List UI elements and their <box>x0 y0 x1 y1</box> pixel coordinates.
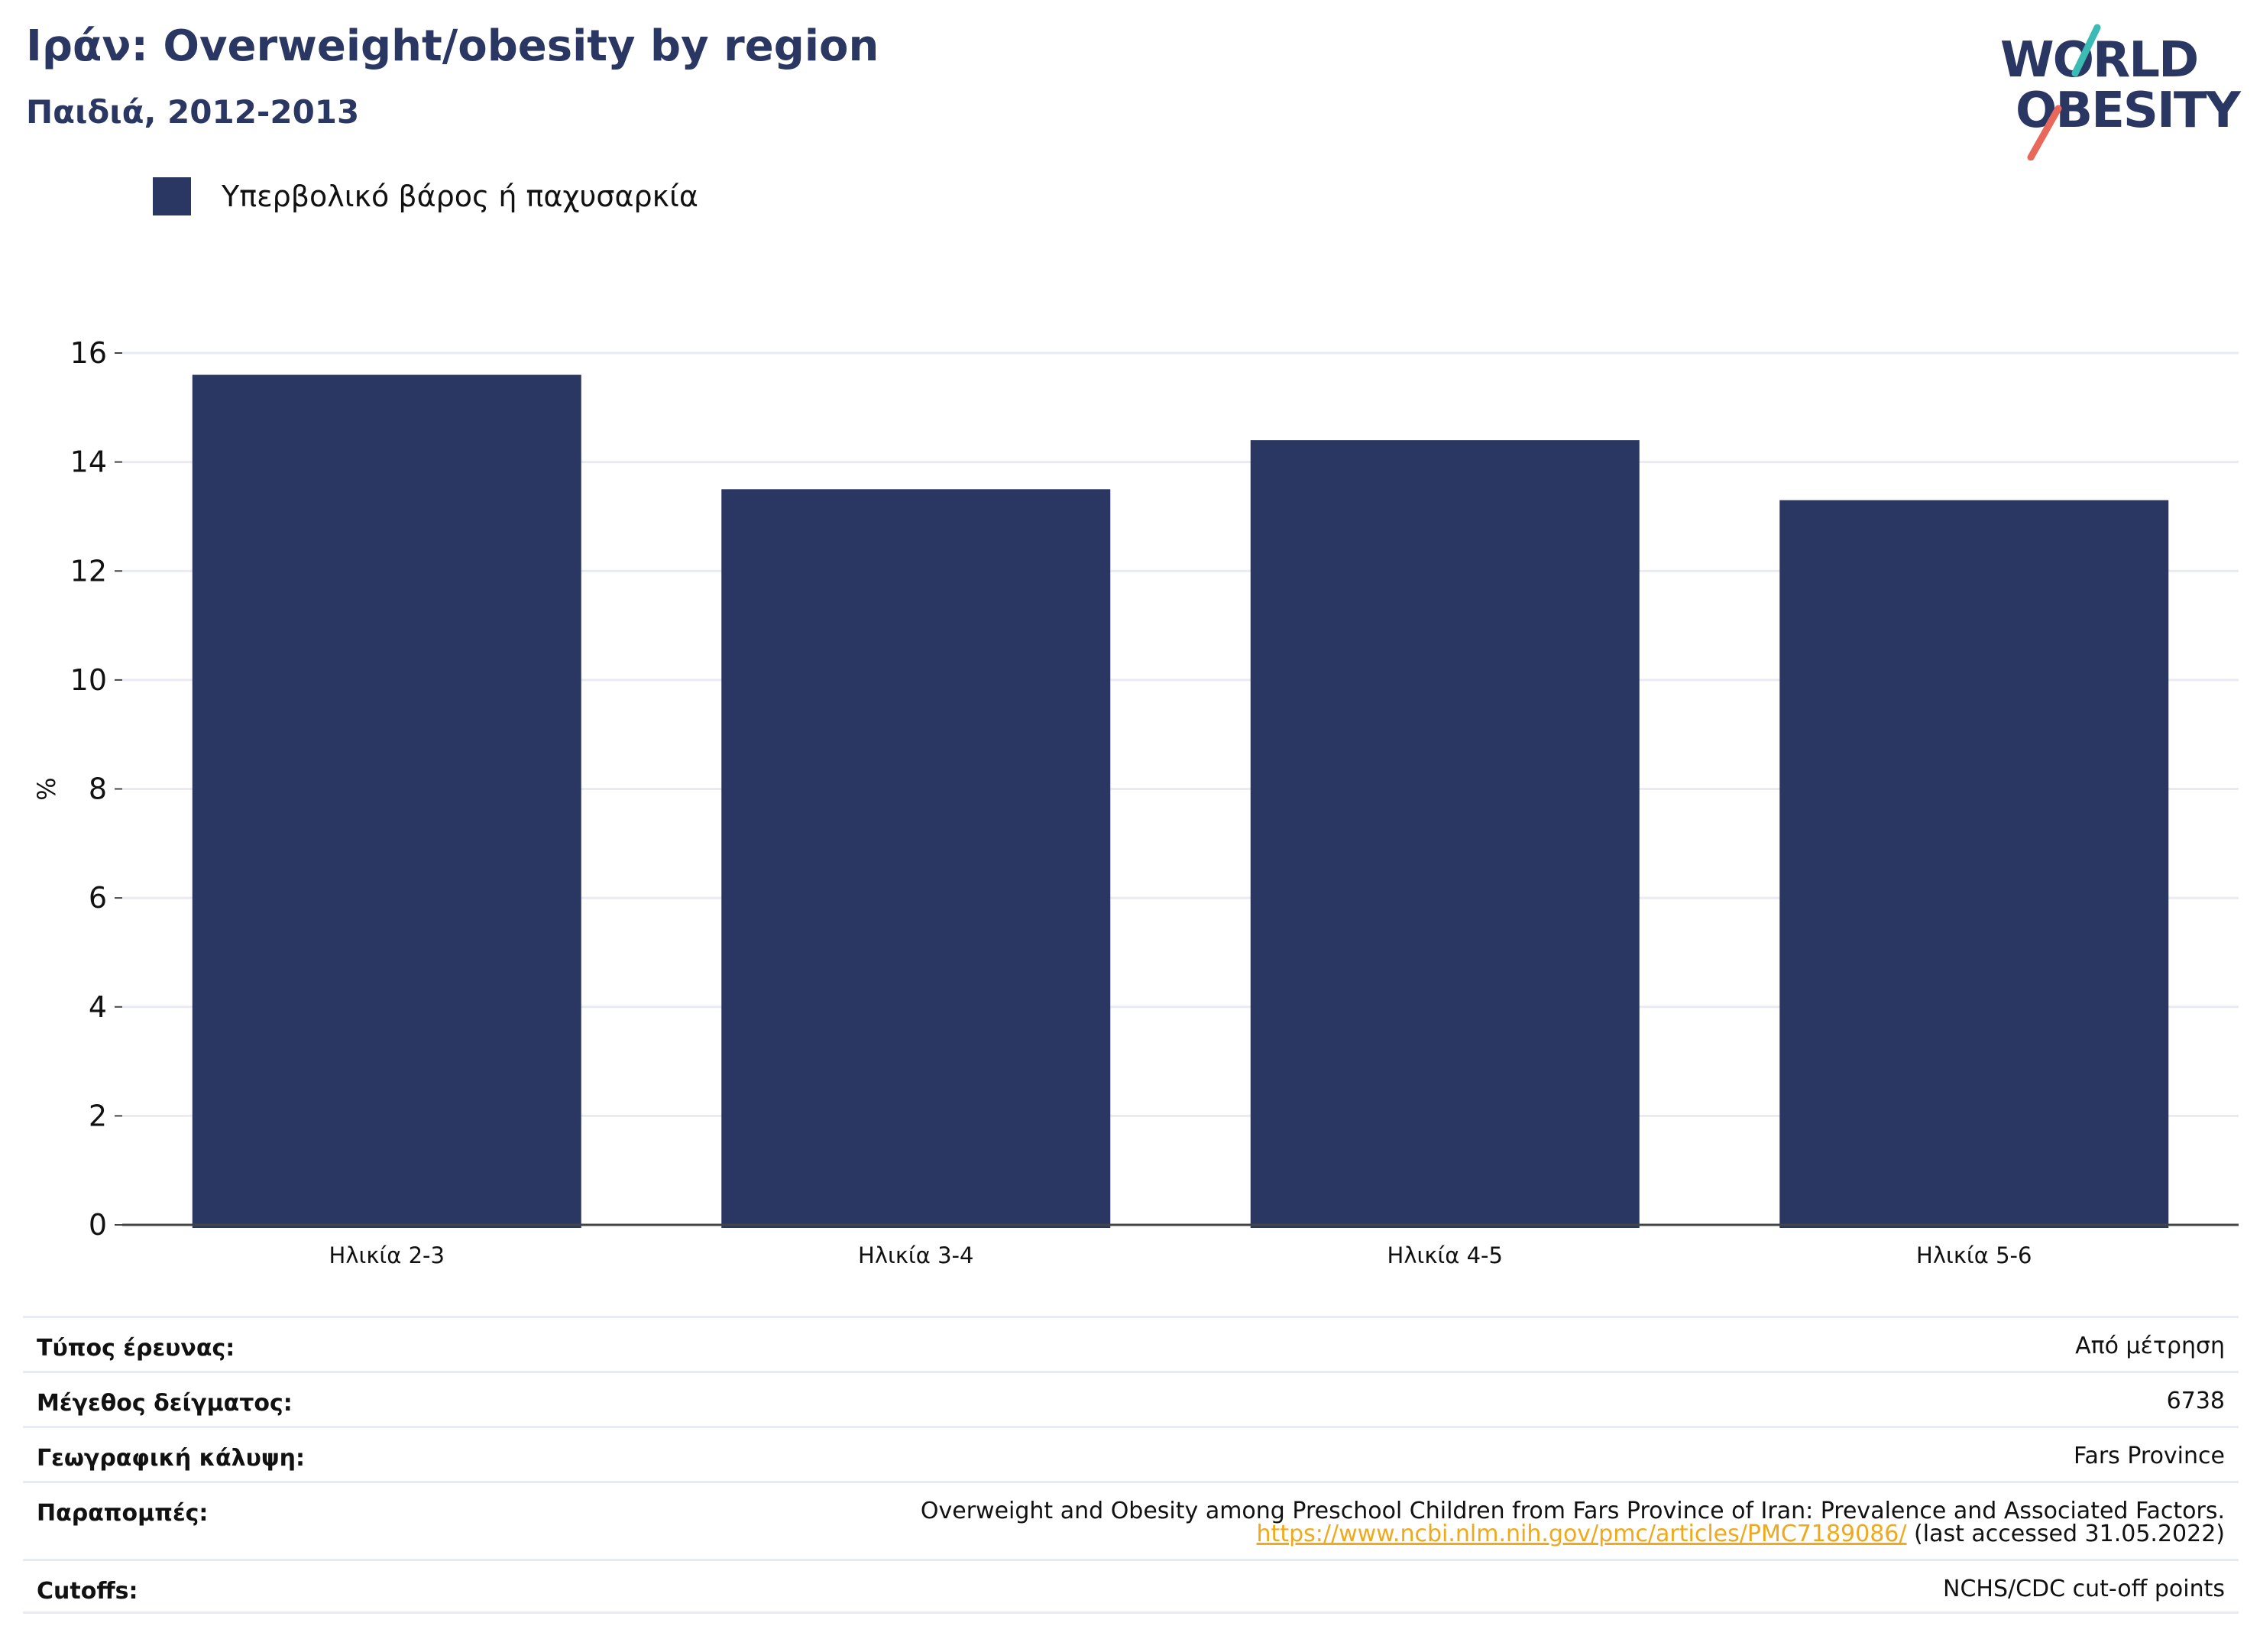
world-obesity-logo: WORLD OBESITY <box>2000 24 2242 160</box>
y-axis-label: % <box>32 777 61 800</box>
bar <box>192 374 581 1228</box>
survey-type-value: Από μέτρηση <box>2075 1333 2225 1359</box>
references-link-line: https://www.ncbi.nlm.nih.gov/pmc/article… <box>921 1523 2225 1546</box>
bar <box>721 489 1111 1228</box>
y-tick-label: 0 <box>89 1208 107 1242</box>
references-link[interactable]: https://www.ncbi.nlm.nih.gov/pmc/article… <box>1256 1521 1907 1547</box>
references-label: Παραπομπές: <box>37 1500 209 1527</box>
cutoffs-value: NCHS/CDC cut-off points <box>1943 1576 2225 1602</box>
coverage-label: Γεωγραφική κάλυψη: <box>37 1445 306 1472</box>
bar <box>1250 440 1640 1228</box>
y-tick-label: 2 <box>89 1099 107 1132</box>
y-tick-label: 16 <box>70 336 107 370</box>
info-row-survey-type: Τύπος έρευνας: Από μέτρηση <box>23 1316 2239 1371</box>
legend[interactable]: Υπερβολικό βάρος ή παχυσαρκία <box>153 177 698 215</box>
y-tick-label: 6 <box>89 881 107 915</box>
y-tick-label: 8 <box>89 773 107 806</box>
chart-subtitle: Παιδιά, 2012-2013 <box>26 93 360 131</box>
logo-line-1: WORLD <box>2000 32 2197 89</box>
legend-swatch <box>153 177 191 215</box>
logo-slash-coral <box>2027 105 2062 160</box>
info-row-sample-size: Μέγεθος δείγματος: 6738 <box>23 1371 2239 1426</box>
bar <box>1779 500 2169 1228</box>
cutoffs-label: Cutoffs: <box>37 1578 138 1605</box>
y-tick-label: 4 <box>89 990 107 1024</box>
info-row-cutoffs: Cutoffs: NCHS/CDC cut-off points <box>23 1559 2239 1614</box>
x-tick-label: Ηλικία 2-3 <box>329 1242 445 1268</box>
references-accessed: (last accessed 31.05.2022) <box>1906 1521 2225 1547</box>
y-tick-label: 14 <box>70 445 107 479</box>
references-text: Overweight and Obesity among Preschool C… <box>920 1498 2225 1524</box>
sample-size-label: Μέγεθος δείγματος: <box>37 1390 293 1417</box>
x-tick-label: Ηλικία 5-6 <box>1916 1242 2032 1268</box>
coverage-value: Fars Province <box>2073 1443 2225 1469</box>
bar-chart: 0 2 4 6 8 10 12 14 16% Ηλικία 2-3 Ηλικία 3-4 Ηλικία… <box>32 336 2239 1268</box>
x-tick-label: Ηλικία 3-4 <box>858 1242 973 1268</box>
y-tick-label: 10 <box>70 663 107 697</box>
x-tick-label: Ηλικία 4-5 <box>1387 1242 1503 1268</box>
legend-label: Υπερβολικό βάρος ή παχυσαρκία <box>222 180 698 213</box>
y-tick-label: 12 <box>70 554 107 588</box>
logo-slash-teal <box>2071 24 2101 77</box>
chart-title: Ιράν: Overweight/obesity by region <box>26 21 879 71</box>
info-row-coverage: Γεωγραφική κάλυψη: Fars Province <box>23 1426 2239 1481</box>
info-row-references: Παραπομπές: Overweight and Obesity among… <box>23 1481 2239 1559</box>
info-table: Τύπος έρευνας: Από μέτρηση Μέγεθος δείγμ… <box>23 1316 2239 1614</box>
references-value: Overweight and Obesity among Preschool C… <box>921 1483 2225 1546</box>
sample-size-value: 6738 <box>2166 1388 2225 1414</box>
survey-type-label: Τύπος έρευνας: <box>37 1335 235 1362</box>
